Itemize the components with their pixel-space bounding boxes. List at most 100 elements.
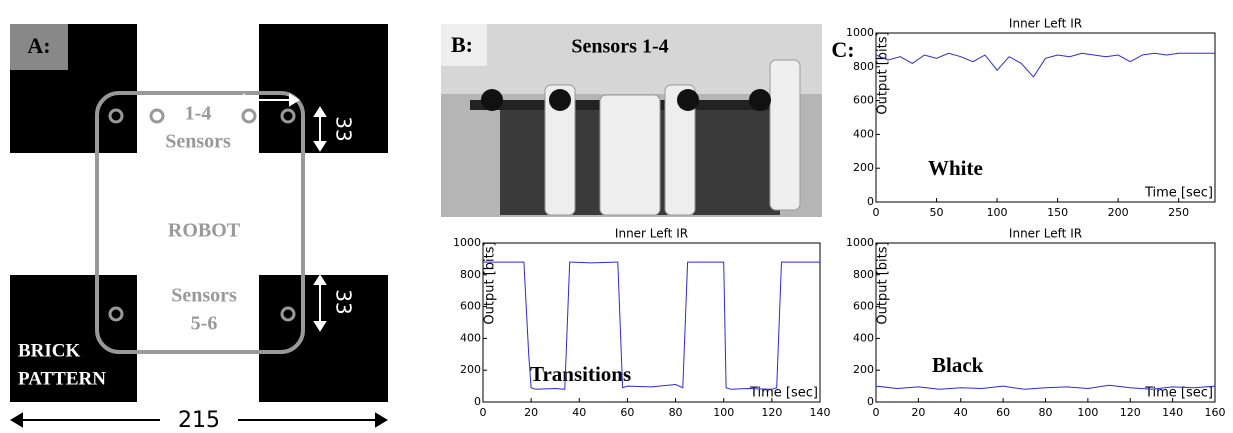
sensor [241,108,257,124]
sensor [108,108,124,124]
sensor [549,89,571,111]
sensor-number: 1-4 [185,103,212,125]
x-tick-label: 80 [669,406,683,419]
dimension-label: 33 [332,289,356,314]
robot-outline [95,91,305,354]
x-tick-label: 80 [1039,406,1053,419]
sensor [677,89,699,111]
x-tick-label: 100 [1077,406,1098,419]
x-axis-label: Time [sec] [749,386,818,401]
panel-label-box [441,24,487,66]
x-axis-label: Time [sec] [1144,386,1213,401]
annotation: White [928,156,983,180]
sensor [481,89,503,111]
y-axis-label: Output [bits] [876,241,891,324]
y-axis-label: Output [bits] [483,241,498,324]
y-tick-label: 800 [460,268,481,281]
sensor [749,89,771,111]
y-tick-label: 1000 [846,236,874,249]
data-line [875,384,1216,390]
bracket [599,94,661,216]
y-tick-label: 1000 [453,236,481,249]
x-tick-label: 150 [1047,206,1068,219]
plot-frame [875,242,1216,403]
sensor [108,306,124,322]
y-tick-label: 600 [853,300,874,313]
arrowheads [313,274,327,332]
panel-a: A: 1-4 Sensors ROBOT Sensors 5-6 20 33 3… [10,24,388,433]
pattern-label: BRICK [18,340,81,361]
y-tick-label: 400 [853,331,874,344]
dimension-label: 215 [178,408,220,433]
sensor [149,108,165,124]
y-tick-label: 0 [474,395,481,408]
width-arrow [10,412,388,428]
y-axis-label: Output [bits] [876,31,891,114]
y-tick-label: 0 [867,195,874,208]
x-tick-label: 40 [954,406,968,419]
photo-sensors [481,89,771,111]
x-tick-label: 20 [911,406,925,419]
bracket [664,84,696,216]
panel-b: B: Sensors 1-4 [441,24,822,217]
y-tick-label: 600 [460,300,481,313]
x-tick-label: 120 [1120,406,1141,419]
panel-label: B: [451,32,473,57]
sensor-word: Sensors [171,285,237,307]
x-tick-label: 100 [713,406,734,419]
y-tick-label: 200 [460,363,481,376]
arrowheads [313,106,327,152]
x-tick-label: 60 [620,406,634,419]
x-tick-label: 140 [810,406,831,419]
x-tick-label: 50 [930,206,944,219]
data-line [875,52,1215,78]
photo-brackets [544,59,801,216]
dimension-arrows [234,93,327,332]
sensor-number: 5-6 [191,313,218,335]
photo-background [441,24,822,94]
y-tick-label: 200 [853,161,874,174]
x-tick-label: 100 [987,206,1008,219]
arrowheads [10,412,388,428]
panel-label: A: [27,33,50,58]
chart-title: Inner Left IR [615,227,688,241]
y-tick-label: 800 [853,268,874,281]
x-tick-label: 0 [873,206,880,219]
x-tick-label: 60 [996,406,1010,419]
annotation: Black [932,353,984,377]
bracket [544,84,576,216]
dimension-label: 33 [332,116,356,141]
data-line [483,261,820,390]
panel-label-box [10,24,68,70]
plot-frame [875,32,1216,203]
x-axis-label: Time [sec] [1144,186,1213,201]
y-tick-label: 400 [853,127,874,140]
y-tick-label: 800 [853,60,874,73]
sensor [280,306,296,322]
x-tick-label: 120 [761,406,782,419]
y-tick-label: 0 [867,395,874,408]
pattern-white-horizontal [10,153,388,275]
chart-title: Inner Left IR [1009,17,1082,31]
y-tick-label: 600 [853,94,874,107]
arrowheads [234,93,300,107]
x-tick-label: 40 [572,406,586,419]
bracket [769,59,801,211]
y-tick-label: 1000 [846,26,874,39]
x-tick-label: 200 [1108,206,1129,219]
x-tick-label: 0 [873,406,880,419]
sensor [280,108,296,124]
pattern-label: PATTERN [18,368,106,389]
photo-caption: Sensors 1-4 [571,36,668,58]
x-tick-label: 160 [1205,406,1226,419]
annotation: Transitions [530,362,631,386]
chart-title: Inner Left IR [1009,227,1082,241]
y-tick-label: 400 [460,331,481,344]
panel-label: C: [831,37,854,62]
sensor-markers [108,108,296,322]
x-tick-label: 20 [524,406,538,419]
robot-label: ROBOT [168,220,241,242]
x-tick-label: 250 [1168,206,1189,219]
sensor-word: Sensors [165,131,231,153]
